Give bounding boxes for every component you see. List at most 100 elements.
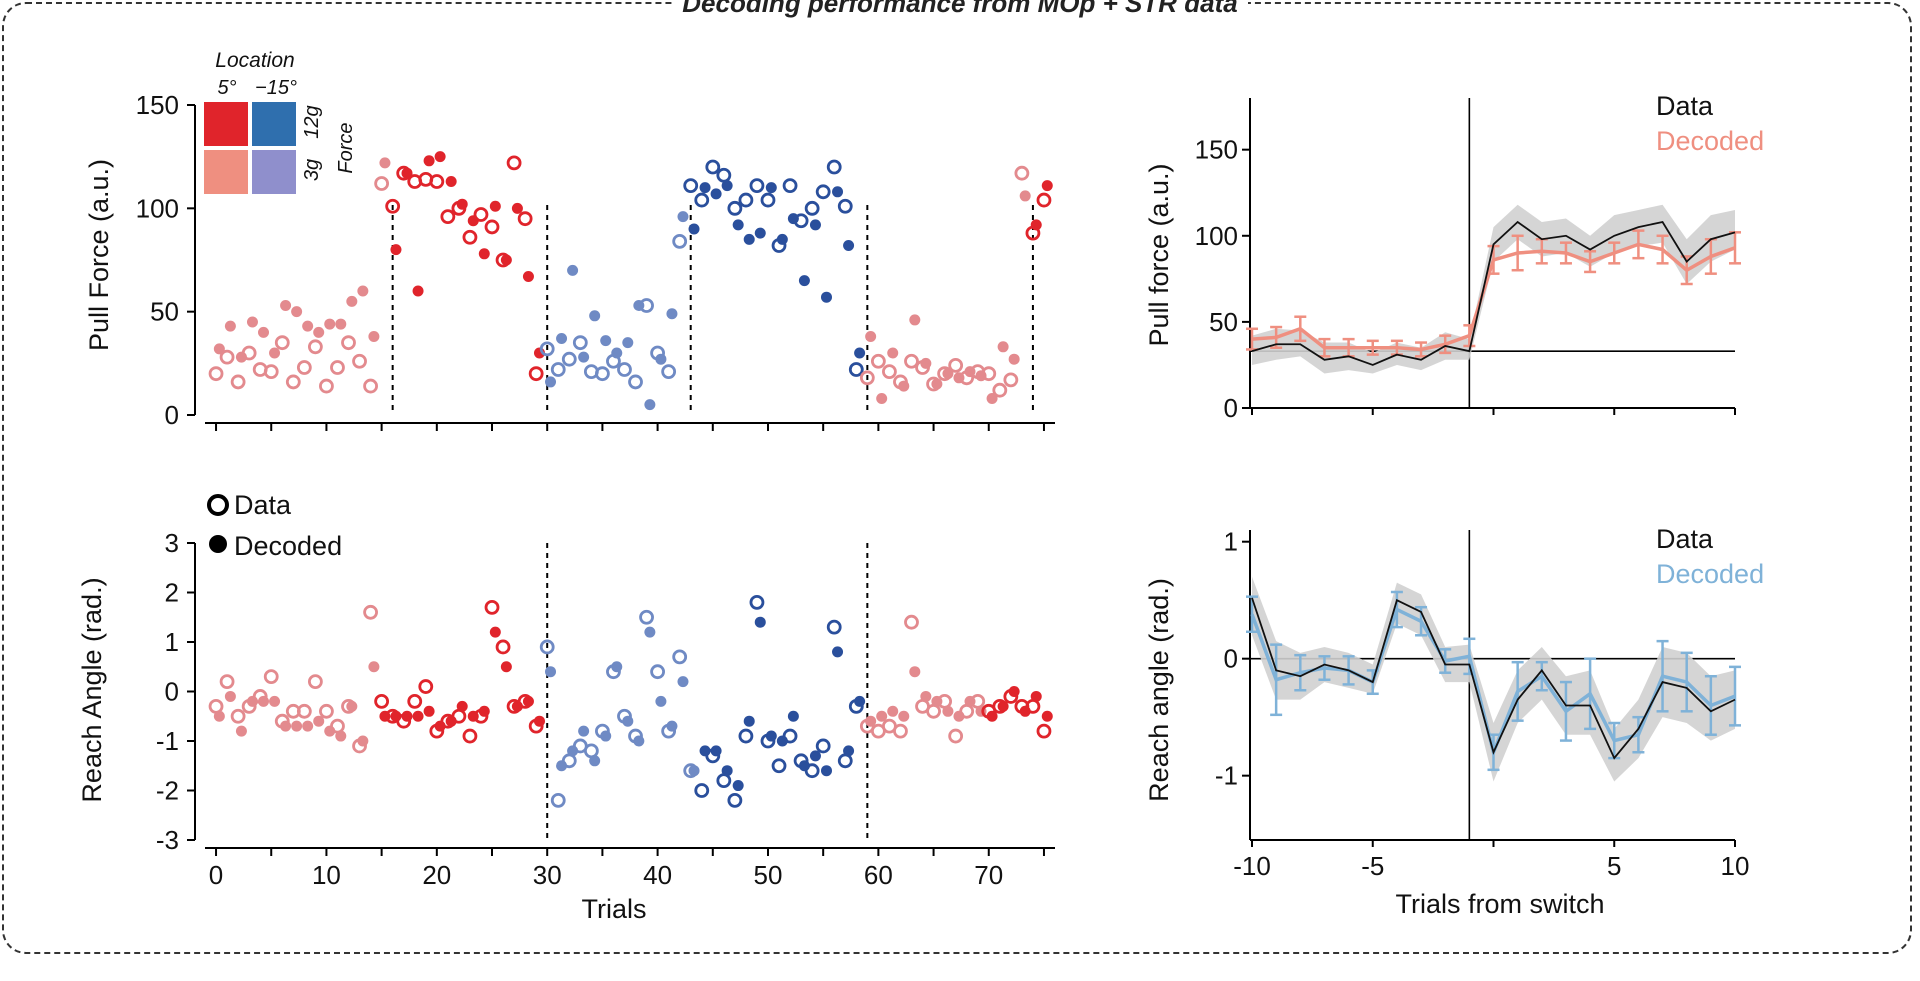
panel-b-ytick-label: 1 — [165, 627, 179, 657]
decoded-point — [302, 720, 314, 732]
decoded-point — [820, 765, 832, 777]
panel-c-ytick-label: 0 — [1224, 393, 1238, 423]
panel-d-ylabel: Reach angle (rad.) — [1144, 578, 1174, 802]
data-point — [219, 674, 235, 689]
marker-legend: Data Decoded — [207, 490, 342, 561]
decoded-point — [589, 310, 601, 322]
data-point — [1036, 192, 1052, 208]
data-point — [661, 364, 677, 380]
data-point — [870, 353, 886, 369]
decoded-point — [809, 219, 821, 231]
data-point — [672, 233, 688, 249]
data-point — [274, 713, 290, 729]
data-point — [959, 703, 975, 719]
data-point — [639, 609, 654, 625]
decoded-point — [445, 175, 457, 187]
data-point — [517, 211, 533, 227]
data-point — [396, 165, 412, 181]
color-key-lavender — [252, 150, 296, 194]
data-point — [374, 176, 390, 191]
data-point — [473, 708, 489, 724]
color-key-legend: Location 5° −15° 12g 3g Force — [204, 49, 357, 194]
data-point — [882, 364, 897, 380]
panel-b-xtick-label: 50 — [754, 860, 783, 890]
decoded-point — [346, 295, 358, 307]
panel-d-ytick-label: 0 — [1224, 644, 1238, 674]
panel-b-ylabel: Reach Angle (rad.) — [77, 577, 107, 802]
data-point — [407, 694, 423, 709]
decoded-point — [423, 705, 435, 717]
decoded-point — [489, 200, 501, 212]
panel-d-xtick-label: 10 — [1721, 851, 1750, 881]
decoded-point — [909, 314, 921, 326]
data-point — [705, 159, 721, 175]
color-key-loc1: 5° — [217, 77, 236, 99]
panel-a-ytick-label: 0 — [165, 400, 179, 430]
data-point — [230, 708, 246, 724]
data-point — [981, 366, 997, 382]
decoded-point — [820, 291, 832, 303]
decoded-point — [798, 275, 810, 287]
decoded-point — [522, 271, 534, 283]
decoded-point — [235, 725, 247, 737]
data-point — [252, 689, 268, 704]
decoded-point — [390, 244, 402, 256]
data-point — [672, 649, 688, 665]
panel-b-xtick-label: 0 — [209, 860, 223, 890]
data-point — [451, 708, 467, 724]
decoded-point — [677, 211, 689, 223]
decoded-point — [280, 299, 292, 311]
data-point — [837, 198, 853, 214]
decoded-point — [578, 351, 590, 363]
data-point — [561, 351, 577, 367]
data-point — [374, 694, 390, 709]
decoded-point — [434, 151, 446, 163]
panel-b-ytick-label: 0 — [165, 677, 179, 707]
data-point — [815, 184, 831, 200]
data-point — [661, 723, 677, 739]
panel-b-xtick-label: 20 — [422, 860, 451, 890]
data-point — [683, 763, 699, 779]
data-point — [550, 793, 566, 808]
data-point — [760, 733, 776, 749]
decoded-point — [688, 223, 700, 235]
data-point — [937, 366, 953, 382]
panel-a-ytick-label: 100 — [136, 193, 179, 223]
data-point — [992, 698, 1008, 714]
data-line — [1251, 220, 1736, 366]
data-point — [804, 200, 820, 216]
decoded-point — [412, 710, 424, 722]
data-point — [462, 229, 478, 245]
data-point — [484, 219, 500, 235]
data-point — [429, 174, 445, 189]
decoded-point — [600, 335, 612, 347]
data-point — [440, 209, 456, 225]
decoded-point — [843, 240, 855, 252]
color-key-title: Location — [215, 49, 294, 72]
decoded-point — [578, 725, 590, 737]
data-point — [804, 763, 820, 779]
data-point — [418, 679, 434, 694]
data-point — [683, 178, 699, 194]
data-point — [330, 718, 345, 734]
decoded-point — [500, 661, 512, 673]
color-key-red — [204, 102, 248, 146]
decoded-point — [644, 626, 656, 638]
panel-c-ylabel: Pull force (a.u.) — [1144, 163, 1174, 346]
decoded-point — [258, 326, 270, 338]
decoded-point — [269, 347, 281, 359]
data-point — [230, 374, 246, 390]
data-point — [561, 753, 577, 769]
panel-c-ytick-label: 150 — [1195, 135, 1238, 165]
decoded-point — [876, 392, 888, 404]
data-point — [429, 723, 445, 739]
data-point — [528, 718, 544, 734]
decoded-point — [854, 347, 866, 359]
decoded-point — [754, 616, 766, 628]
data-point — [606, 353, 621, 369]
data-point — [859, 370, 875, 386]
decoded-point — [224, 320, 236, 332]
panel-d-ytick-label: 1 — [1224, 527, 1238, 557]
data-point — [727, 793, 743, 808]
decoded-point — [478, 248, 490, 260]
